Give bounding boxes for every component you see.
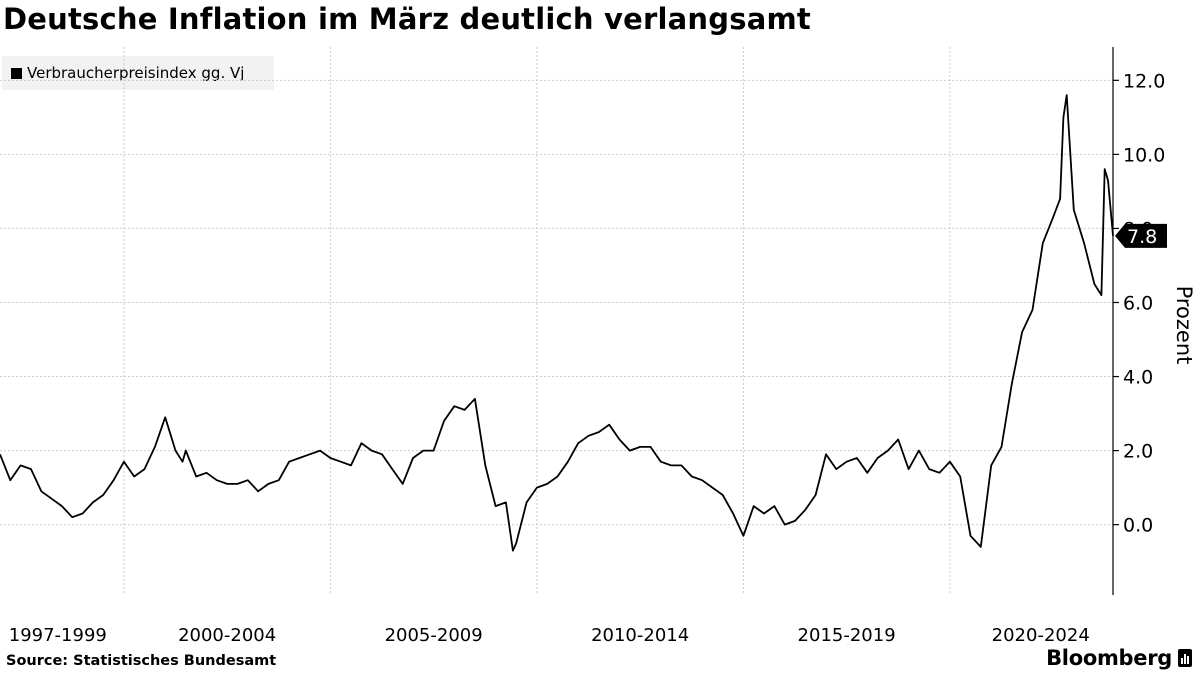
tick-label-y-2.0: 2.0: [1123, 441, 1153, 463]
tick-label-y-6.0: 6.0: [1123, 292, 1153, 314]
source-note: Source: Statistisches Bundesamt: [6, 653, 277, 669]
vertical-gridlines: [123, 47, 951, 595]
last-value-label: 7.8: [1115, 223, 1167, 248]
brand-logo: Bloomberg: [1046, 646, 1192, 670]
tick-label-x-2010-2014: 2010-2014: [591, 625, 689, 646]
brand-name: Bloomberg: [1046, 646, 1172, 670]
tick-label-y-12.0: 12.0: [1123, 70, 1165, 92]
legend-label-cpi: Verbraucherpreisindex gg. Vj: [27, 64, 245, 82]
legend-swatch-cpi: [11, 67, 22, 79]
legend: Verbraucherpreisindex gg. Vj: [2, 56, 274, 90]
last-value-text: 7.8: [1127, 226, 1157, 248]
x-axis-labels: 1997-1999 2000-2004 2005-2009 2010-2014 2015…: [9, 625, 1090, 646]
tick-label-y-0.0: 0.0: [1123, 515, 1153, 537]
chart-title: Deutsche Inflation im März deutlich verl…: [3, 2, 811, 36]
last-value-label-bg: [1115, 223, 1167, 248]
tick-label-x-2005-2009: 2005-2009: [385, 625, 483, 646]
tick-label-x-2000-2004: 2000-2004: [178, 625, 276, 646]
y-axis-title: Prozent: [1172, 286, 1196, 365]
tick-label-x-2015-2019: 2015-2019: [798, 625, 896, 646]
horizontal-gridlines: [0, 79, 1113, 526]
series-line-cpi: [0, 94, 1114, 552]
tick-label-x-2020-2024: 2020-2024: [992, 625, 1090, 646]
tick-label-y-4.0: 4.0: [1123, 367, 1153, 389]
bloomberg-chart-icon: [1178, 649, 1192, 667]
tick-label-x-1997-1999: 1997-1999: [9, 625, 107, 646]
tick-label-y-10.0: 10.0: [1123, 144, 1165, 166]
y-axis-ticks: 12.010.08.06.04.02.00.0: [1113, 70, 1165, 537]
